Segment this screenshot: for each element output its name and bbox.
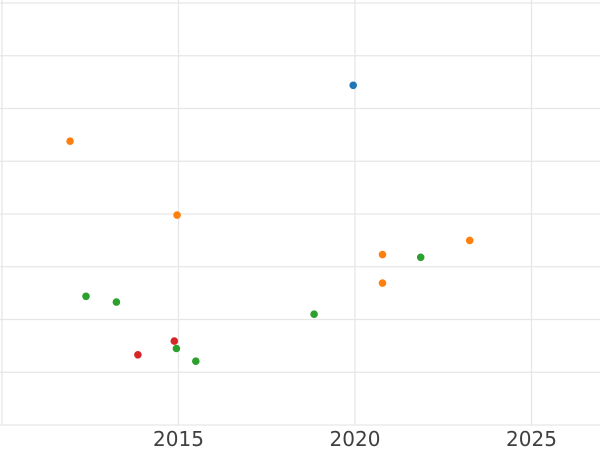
scatter-point-orange [66,137,74,145]
scatter-point-orange [465,236,474,245]
scatter-point-blue [349,81,358,90]
scatter-point-green [82,292,90,301]
scatter-point-red [134,351,142,359]
scatter-point-green [112,298,121,306]
scatter-point-orange [378,279,387,287]
x-tick-label: 2020 [330,427,381,450]
scatter-point-orange [173,211,181,219]
scatter-point-red [170,337,179,345]
x-tick-label: 2025 [506,427,557,450]
scatter-point-orange [378,250,387,259]
scatter-point-green [416,253,425,262]
x-tick-label: 2015 [153,427,204,450]
scatter-point-green [192,357,200,366]
scatter-point-green [310,310,318,319]
scatter-point-green [172,344,181,353]
